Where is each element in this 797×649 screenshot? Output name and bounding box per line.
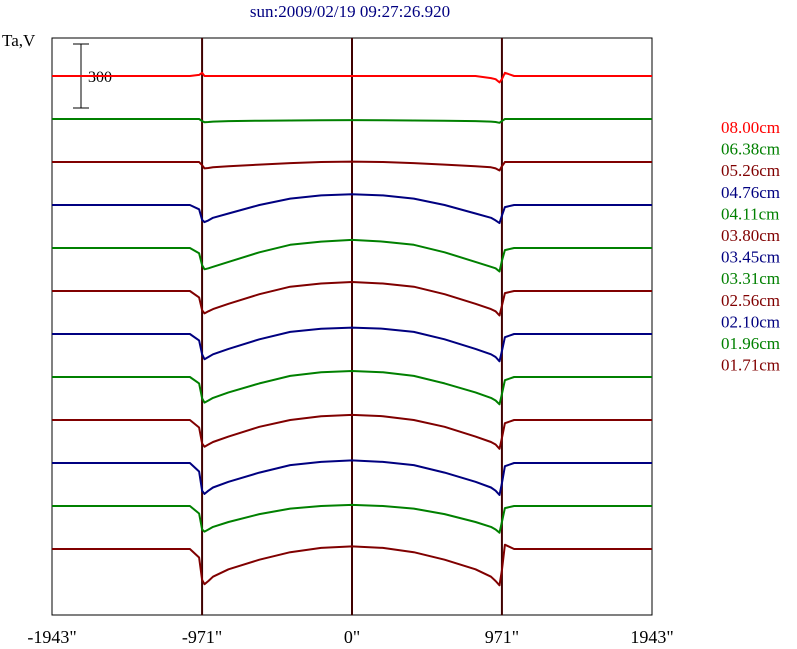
x-tick-label: 971" (485, 627, 519, 647)
x-tick-label: 0" (344, 627, 360, 647)
legend-entry: 06.38cm (721, 140, 780, 159)
series-line (52, 238, 652, 273)
x-tick-label: -971" (182, 627, 222, 647)
series-line (52, 503, 652, 534)
series-line (52, 326, 652, 363)
x-tick-label: -1943" (27, 627, 76, 647)
series-line (52, 370, 652, 406)
vertical-markers (201, 38, 503, 615)
series-line (52, 160, 652, 172)
x-tick-label: 1943" (630, 627, 673, 647)
series-line (52, 193, 652, 225)
legend-entry: 04.76cm (721, 183, 780, 202)
series-line (52, 459, 652, 496)
x-tick-labels: -1943" -971" 0" 971" 1943" (27, 627, 673, 647)
series-line (52, 543, 652, 587)
legend-entry: 03.80cm (721, 226, 780, 245)
legend-entry: 05.26cm (721, 161, 780, 180)
series-line (52, 71, 652, 84)
series-line (52, 118, 652, 124)
legend-entry: 08.00cm (721, 118, 780, 137)
legend-entry: 02.10cm (721, 312, 780, 331)
series-layer (52, 71, 652, 587)
chart-title: sun:2009/02/19 09:27:26.920 (250, 2, 450, 21)
legend: 08.00cm 06.38cm 05.26cm 04.76cm 04.11cm 03.80… (721, 118, 780, 375)
series-line (52, 413, 652, 450)
legend-entry: 04.11cm (721, 204, 779, 223)
series-line (52, 281, 652, 317)
legend-entry: 01.71cm (721, 356, 780, 375)
y-axis-label: Ta,V (2, 31, 36, 50)
legend-entry: 03.45cm (721, 248, 780, 267)
legend-entry: 03.31cm (721, 269, 780, 288)
legend-entry: 01.96cm (721, 334, 780, 353)
scale-bar-label: 300 (88, 69, 112, 86)
legend-entry: 02.56cm (721, 291, 780, 310)
